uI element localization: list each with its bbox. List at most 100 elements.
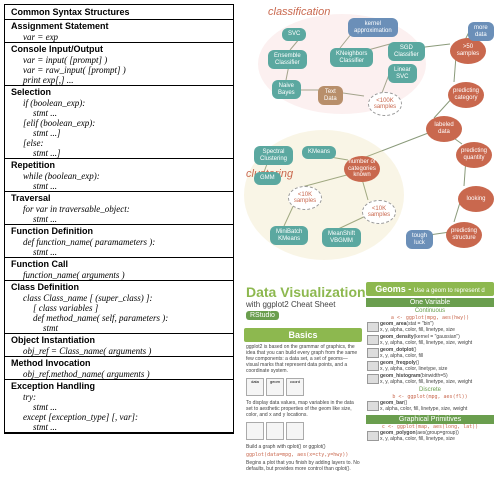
flow-node-nbayes: NaiveBayes bbox=[272, 80, 301, 99]
syntax-line: def function_name( paramameters ): bbox=[5, 237, 233, 247]
syntax-line: stmt ...] bbox=[5, 128, 233, 138]
syntax-line: def method_name( self, parameters ): bbox=[5, 313, 233, 323]
geom-item: geom_polygon(aes(group=group))x, y, alph… bbox=[366, 430, 494, 443]
syntax-line: obj_ref = Class_name( arguments ) bbox=[5, 346, 233, 356]
flow-node-kneigh: KNeighborsClassifier bbox=[330, 48, 373, 67]
syntax-line: stmt ... bbox=[5, 214, 233, 224]
flow-node-100k1: <100Ksamples bbox=[368, 92, 402, 116]
flow-node-ensemble: EnsembleClassifier bbox=[268, 50, 307, 69]
syntax-header: Repetition bbox=[5, 159, 233, 171]
syntax-header: Object Instantiation bbox=[5, 334, 233, 346]
flow-node-tough: toughluck bbox=[406, 230, 433, 249]
geom-item: geom_area(stat = "bin")x, y, alpha, colo… bbox=[366, 321, 494, 334]
syntax-header: Selection bbox=[5, 86, 233, 98]
syntax-section: Object Instantiationobj_ref = Class_name… bbox=[5, 334, 233, 357]
syntax-header: Method Invocation bbox=[5, 357, 233, 369]
geom-item: geom_freqpoly()x, y, alpha, color, linet… bbox=[366, 360, 494, 373]
syntax-line: stmt ...] bbox=[5, 148, 233, 158]
geom-item: geom_density(kernel = "gaussian")x, y, a… bbox=[366, 334, 494, 347]
syntax-section: Exception Handlingtry:stmt ...except [ex… bbox=[5, 380, 233, 433]
syntax-section: Method Invocationobj_ref.method_name( ar… bbox=[5, 357, 233, 380]
flow-node-sgd: SGDClassifier bbox=[388, 42, 425, 61]
syntax-header: Console Input/Output bbox=[5, 43, 233, 55]
syntax-line: stmt ... bbox=[5, 402, 233, 412]
syntax-section: Traversalfor var in traversable_object:s… bbox=[5, 192, 233, 225]
syntax-line: [elif (boolean_exp): bbox=[5, 118, 233, 128]
flow-node-more: >50samples bbox=[450, 38, 486, 64]
syntax-line: [else: bbox=[5, 138, 233, 148]
syntax-line: [ class variables ] bbox=[5, 303, 233, 313]
syntax-line: if (boolean_exp): bbox=[5, 98, 233, 108]
geom-item: geom_histogram(binwidth=5)x, y, alpha, c… bbox=[366, 373, 494, 386]
flow-node-gmm: GMM bbox=[254, 172, 281, 185]
flow-node-kernel: kernelapproximation bbox=[348, 18, 398, 37]
syntax-line: stmt ... bbox=[5, 181, 233, 191]
syntax-line: var = input( [prompt] ) bbox=[5, 55, 233, 65]
mini-box: data bbox=[246, 378, 264, 396]
basics-text3: Begins a plot that you finish by adding … bbox=[244, 458, 362, 474]
basics-intro: ggplot2 is based on the grammar of graph… bbox=[244, 342, 362, 376]
syntax-title: Common Syntax Structures bbox=[5, 5, 233, 20]
flow-node-labeled: labeleddata bbox=[426, 116, 462, 142]
syntax-line: var = exp bbox=[5, 32, 233, 42]
syntax-header: Traversal bbox=[5, 192, 233, 204]
geoms-head: Geoms - Use a geom to represent d bbox=[366, 282, 494, 296]
flow-label: classification bbox=[268, 6, 330, 18]
flow-node-svc: SVC bbox=[282, 28, 306, 41]
syntax-section: Selectionif (boolean_exp):stmt ...[elif … bbox=[5, 86, 233, 159]
syntax-line: class Class_name [ (super_class) ]: bbox=[5, 293, 233, 303]
rstudio-logo: RStudio bbox=[246, 311, 279, 320]
syntax-line: print exp[,] ... bbox=[5, 75, 233, 85]
basics-code2: ggplot(data=mpg, aes(x=cty,y=hwy)) bbox=[244, 452, 362, 458]
flow-node-moredata: moredata bbox=[468, 22, 494, 41]
basics-text2: To display data values, map variables in… bbox=[244, 398, 362, 420]
syntax-section: Console Input/Outputvar = input( [prompt… bbox=[5, 43, 233, 86]
flow-node-kmeans: KMeans bbox=[302, 146, 336, 159]
mini-box: geom bbox=[266, 378, 284, 396]
cont-label: Continuous bbox=[366, 307, 494, 315]
basics-code1: Build a graph with qplot() or ggplot() bbox=[244, 442, 362, 452]
ggplot-cheatsheet: Data Visualization with ggplot2 Cheat Sh… bbox=[240, 282, 496, 498]
syntax-section: Class Definitionclass Class_name [ (supe… bbox=[5, 281, 233, 334]
flow-node-spectral: SpectralClustering bbox=[254, 146, 293, 165]
geom-item: geom_dotplot()x, y, alpha, color, fill bbox=[366, 347, 494, 360]
geoms-section: Geoms - Use a geom to represent d One Va… bbox=[366, 282, 494, 443]
syntax-section: Function Definitiondef function_name( pa… bbox=[5, 225, 233, 258]
flow-node-ncat: number ofcategoriesknown bbox=[344, 156, 380, 182]
ml-flowchart: classificationclusteringSVCEnsembleClass… bbox=[240, 0, 500, 280]
syntax-line: stmt bbox=[5, 323, 233, 333]
syntax-header: Function Definition bbox=[5, 225, 233, 237]
syntax-table: Common Syntax Structures Assignment Stat… bbox=[4, 4, 234, 434]
geom-item: geom_bar()x, alpha, color, fill, linetyp… bbox=[366, 400, 494, 413]
flow-node-mbk: MiniBatchKMeans bbox=[270, 226, 308, 245]
basics-head: Basics bbox=[244, 328, 362, 342]
syntax-line: stmt ... bbox=[5, 422, 233, 432]
basics-boxes2 bbox=[244, 420, 362, 442]
syntax-line: stmt ... bbox=[5, 247, 233, 257]
syntax-section: Function Callfunction_name( arguments ) bbox=[5, 258, 233, 281]
syntax-line: var = raw_input( [prompt] ) bbox=[5, 65, 233, 75]
onevar-head: One Variable bbox=[366, 298, 494, 307]
syntax-line: stmt ... bbox=[5, 108, 233, 118]
flow-node-qty: predictingquantity bbox=[456, 142, 492, 168]
syntax-line: function_name( arguments ) bbox=[5, 270, 233, 280]
flow-node-10k1: <10Ksamples bbox=[288, 186, 322, 210]
syntax-section: Repetitionwhile (boolean_exp):stmt ... bbox=[5, 159, 233, 192]
basics-boxes: datageomcoord bbox=[244, 376, 362, 398]
flow-node-textdata: TextData bbox=[318, 86, 343, 105]
flow-node-looking: looking bbox=[458, 186, 494, 212]
flow-node-meanshift: MeanShiftVBGMM bbox=[322, 228, 361, 247]
syntax-line: for var in traversable_object: bbox=[5, 204, 233, 214]
syntax-section: Assignment Statementvar = exp bbox=[5, 20, 233, 43]
gp-head: Graphical Primitives bbox=[366, 415, 494, 424]
syntax-line: except [exception_type] [, var]: bbox=[5, 412, 233, 422]
disc-label: Discrete bbox=[366, 386, 494, 394]
syntax-header: Exception Handling bbox=[5, 380, 233, 392]
flow-node-linear: LinearSVC bbox=[388, 64, 417, 83]
flow-node-struct: predictingstructure bbox=[446, 222, 482, 248]
syntax-line: try: bbox=[5, 392, 233, 402]
syntax-header: Class Definition bbox=[5, 281, 233, 293]
syntax-line: obj_ref.method_name( arguments ) bbox=[5, 369, 233, 379]
flow-node-10k2: <10Ksamples bbox=[362, 200, 396, 224]
syntax-header: Assignment Statement bbox=[5, 20, 233, 32]
